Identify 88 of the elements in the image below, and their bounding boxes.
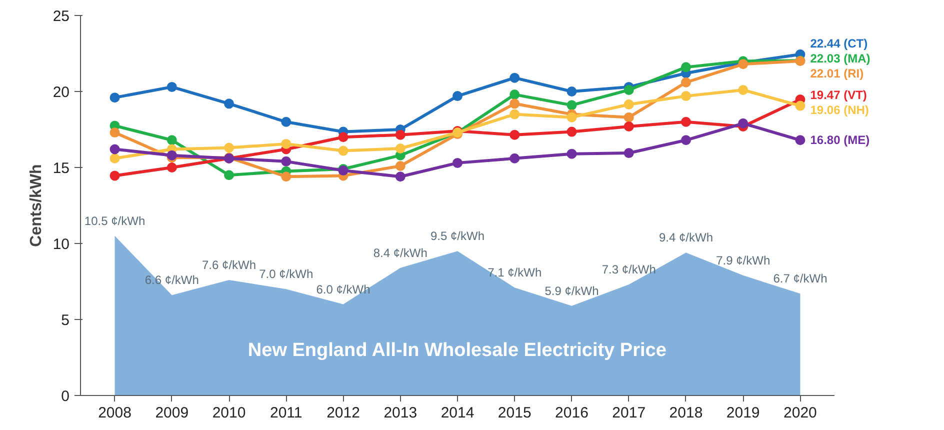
data-label: 22.03 (MA) [810,52,870,66]
data-label: 7.6 ¢/kWh [202,258,256,272]
data-label: 6.7 ¢/kWh [773,272,828,286]
y-tick-label: 5 [61,312,70,329]
point [338,146,348,156]
point [395,130,406,140]
data-label: 19.06 (NH) [810,103,869,118]
point [281,156,292,166]
data-label: 16.80 (ME) [810,133,870,148]
point [166,162,177,172]
data-label: 7.0 ¢/kWh [259,267,314,282]
data-label: 22.01 (RI) [810,66,864,81]
point [624,112,634,122]
data-label: 8.4 ¢/kWh [373,246,428,260]
y-tick-label: 10 [52,236,70,253]
x-tick-label: 2009 [155,404,189,422]
point [624,148,634,158]
point [110,144,120,154]
data-label: 7.1 ¢/kWh [488,266,542,280]
x-tick-label: 2017 [612,404,646,422]
point [566,126,577,137]
point [680,91,691,102]
point [624,99,634,110]
point [395,160,406,171]
point [110,153,120,164]
point [510,90,520,100]
x-tick-label: 2008 [98,404,132,422]
data-label: 22.44 (CT) [810,36,868,51]
x-tick-label: 2013 [384,404,418,422]
x-tick-label: 2011 [270,404,302,422]
point [110,92,120,103]
data-label: 10.5 ¢/kWh [84,214,146,228]
point [795,135,806,146]
point [510,153,520,164]
point [795,100,806,111]
data-label: 19.47 (VT) [810,88,867,102]
x-tick-label: 2020 [784,404,817,422]
data-label: 5.9 ¢/kWh [544,284,599,298]
data-label: 6.0 ¢/kWh [316,282,370,296]
point [680,135,691,146]
point [510,98,520,109]
x-tick-label: 2019 [726,404,760,422]
data-label: 7.9 ¢/kWh [716,253,770,268]
x-tick-label: 2014 [440,404,474,422]
point [738,118,748,128]
point [680,77,691,88]
y-tick-label: 15 [52,160,70,177]
point [281,138,292,149]
point [566,100,577,110]
point [566,86,577,96]
series-label: New England All-In Wholesale Electricity Price [248,340,666,362]
point [338,132,348,142]
point [166,82,177,92]
y-tick-label: 25 [52,8,70,25]
point [224,98,234,109]
point [624,121,634,132]
point [224,142,234,153]
point [110,128,120,138]
y-tick-label: 0 [61,388,70,405]
point [395,172,406,182]
point [510,109,520,120]
data-label: 9.5 ¢/kWh [430,229,485,244]
point [166,135,177,146]
y-tick-label: 20 [52,84,70,101]
x-tick-label: 2015 [498,404,532,422]
x-tick-label: 2018 [669,404,703,422]
point [680,62,691,72]
point [166,150,177,160]
point [680,116,691,127]
point [510,130,520,140]
point [224,170,234,180]
point [395,144,406,154]
point [281,172,292,182]
data-label: 7.3 ¢/kWh [602,262,656,277]
point [281,116,292,127]
point [510,72,520,83]
point [566,112,577,122]
point [452,158,462,168]
x-tick-label: 2010 [212,404,246,422]
y-axis-title: Cents/kWh [28,164,45,247]
point [738,84,748,95]
x-tick-label: 2012 [326,404,360,422]
point [110,170,120,181]
x-tick-label: 2016 [555,404,588,422]
data-label: 9.4 ¢/kWh [658,230,714,245]
point [566,148,577,159]
point [452,91,462,102]
point [624,84,634,95]
